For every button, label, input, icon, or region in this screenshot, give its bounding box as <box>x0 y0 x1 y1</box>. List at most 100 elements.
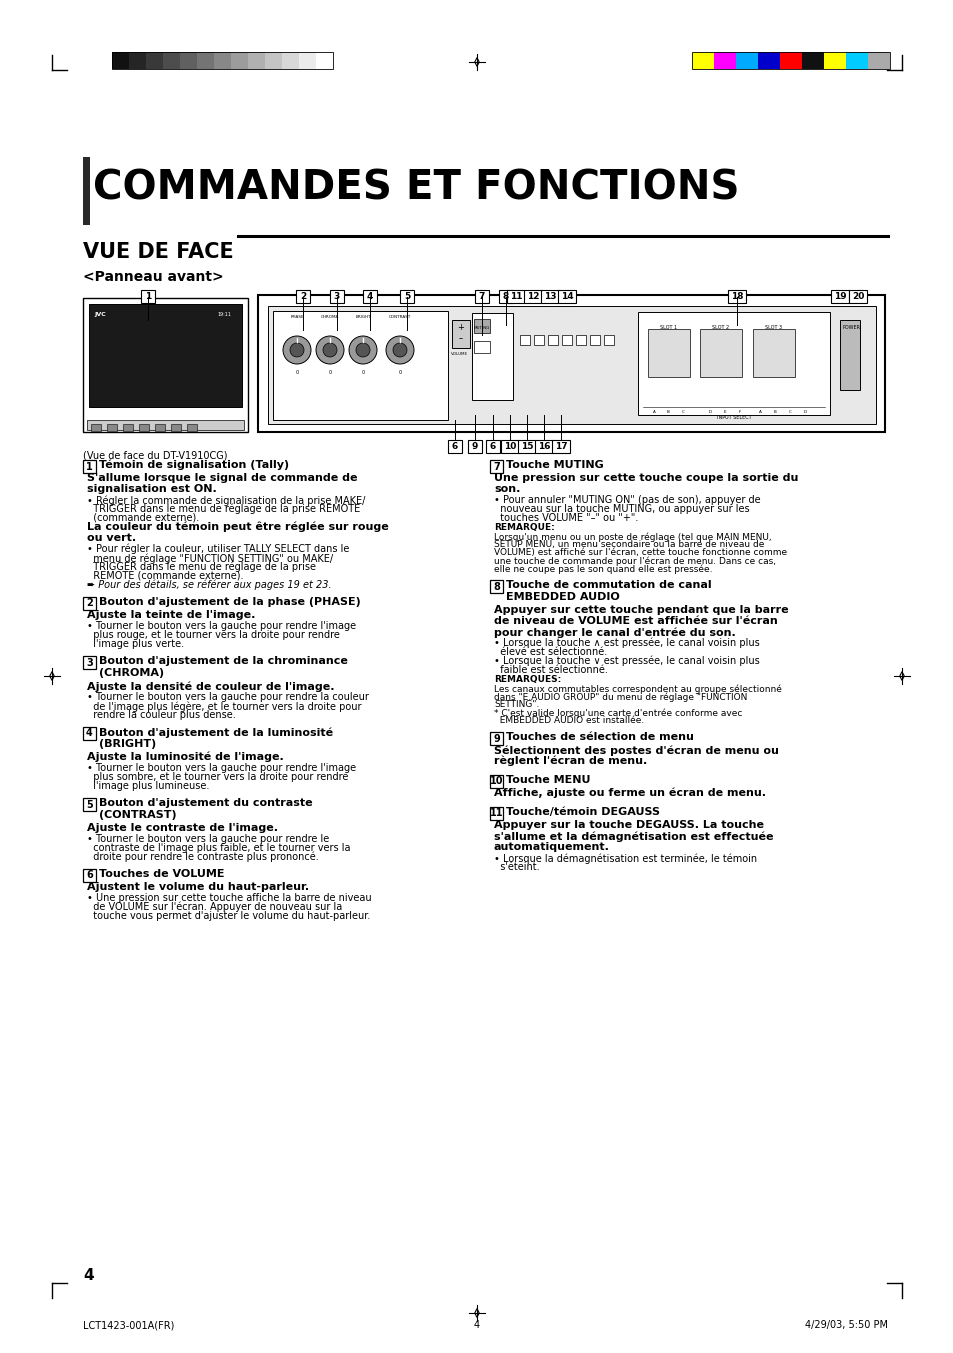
Text: Touches de VOLUME: Touches de VOLUME <box>99 869 224 879</box>
Bar <box>490 580 502 593</box>
Bar <box>830 290 848 303</box>
Text: Bouton d'ajustement de la chrominance: Bouton d'ajustement de la chrominance <box>99 656 348 666</box>
Text: TRIGGER dans le menu de réglage de la prise: TRIGGER dans le menu de réglage de la pr… <box>87 561 315 572</box>
Text: D: D <box>708 410 711 414</box>
Text: 10: 10 <box>489 777 503 786</box>
Text: Touche MENU: Touche MENU <box>505 775 590 785</box>
Text: elle ne coupe pas le son quand elle est pressée.: elle ne coupe pas le son quand elle est … <box>494 564 712 574</box>
Bar <box>83 869 96 882</box>
Text: COMMANDES ET FONCTIONS: COMMANDES ET FONCTIONS <box>92 168 739 208</box>
Text: 7: 7 <box>493 461 499 471</box>
Text: SLOT 2: SLOT 2 <box>712 325 729 330</box>
Bar <box>576 336 585 345</box>
Text: REMARQUES:: REMARQUES: <box>494 675 560 685</box>
Bar <box>141 290 154 303</box>
Text: POWER: POWER <box>842 325 861 330</box>
Bar <box>180 51 196 69</box>
Bar <box>534 336 543 345</box>
Text: dans "E.AUDIO GROUP" du menu de réglage "FUNCTION: dans "E.AUDIO GROUP" du menu de réglage … <box>494 691 746 701</box>
Text: SETUP MENU, un menu secondaire ou la barre de niveau de: SETUP MENU, un menu secondaire ou la bar… <box>494 540 763 549</box>
Bar <box>448 440 461 453</box>
Bar <box>268 306 875 423</box>
Text: plus sombre, et le tourner vers la droite pour rendre: plus sombre, et le tourner vers la droit… <box>87 773 348 782</box>
Text: de l'image plus légère, et le tourner vers la droite pour: de l'image plus légère, et le tourner ve… <box>87 701 361 712</box>
Circle shape <box>349 336 376 364</box>
Bar <box>231 51 248 69</box>
Text: VOLUME: VOLUME <box>451 352 468 356</box>
Text: pour changer le canal d'entrée du son.: pour changer le canal d'entrée du son. <box>494 626 735 637</box>
Bar <box>112 51 333 69</box>
Bar <box>867 51 889 69</box>
Text: • Pour régler la couleur, utiliser TALLY SELECT dans le: • Pour régler la couleur, utiliser TALLY… <box>87 544 349 555</box>
Text: • Tourner le bouton vers la gauche pour rendre l'image: • Tourner le bouton vers la gauche pour … <box>87 621 355 630</box>
Text: VOLUME) est affiché sur l'écran, cette touche fonctionne comme: VOLUME) est affiché sur l'écran, cette t… <box>494 548 786 557</box>
Circle shape <box>393 344 407 357</box>
Text: 12: 12 <box>526 292 538 300</box>
Text: Touche/témoin DEGAUSS: Touche/témoin DEGAUSS <box>505 806 659 817</box>
Text: signalisation est ON.: signalisation est ON. <box>87 484 216 494</box>
Text: 0: 0 <box>398 369 401 375</box>
Text: Bouton d'ajustement du contraste: Bouton d'ajustement du contraste <box>99 798 313 808</box>
Bar <box>758 51 780 69</box>
Text: de niveau de VOLUME est affichée sur l'écran: de niveau de VOLUME est affichée sur l'é… <box>494 616 777 626</box>
Bar <box>265 51 282 69</box>
Text: nouveau sur la touche MUTING, ou appuyer sur les: nouveau sur la touche MUTING, ou appuyer… <box>494 505 749 514</box>
Text: 6: 6 <box>452 442 457 451</box>
Bar <box>146 51 163 69</box>
Text: Témoin de signalisation (Tally): Témoin de signalisation (Tally) <box>99 460 289 471</box>
Bar <box>490 806 502 820</box>
Bar <box>848 290 866 303</box>
Text: Touches de sélection de menu: Touches de sélection de menu <box>505 732 693 741</box>
Bar <box>83 157 90 225</box>
Text: F: F <box>738 410 740 414</box>
Text: de VOLUME sur l'écran. Appuyer de nouveau sur la: de VOLUME sur l'écran. Appuyer de nouvea… <box>87 902 342 912</box>
Text: une touche de commande pour l'écran de menu. Dans ce cas,: une touche de commande pour l'écran de m… <box>494 556 775 566</box>
Text: SETTING".: SETTING". <box>494 700 538 709</box>
Text: faible est sélectionné.: faible est sélectionné. <box>494 666 607 675</box>
Bar <box>845 51 867 69</box>
Text: 4/29/03, 5:50 PM: 4/29/03, 5:50 PM <box>804 1321 887 1330</box>
Bar <box>561 336 572 345</box>
Text: 1: 1 <box>145 292 151 300</box>
Bar <box>187 423 196 432</box>
Text: 17: 17 <box>554 442 567 451</box>
Text: Touche MUTING: Touche MUTING <box>505 460 603 469</box>
Text: 9: 9 <box>493 733 499 744</box>
Bar <box>298 51 315 69</box>
Text: Une pression sur cette touche coupe la sortie du: Une pression sur cette touche coupe la s… <box>494 474 798 483</box>
Text: 11: 11 <box>509 292 521 300</box>
Bar <box>490 732 502 746</box>
Text: A: A <box>758 410 760 414</box>
Text: C: C <box>788 410 791 414</box>
Text: s'allume et la démagnétisation est effectuée: s'allume et la démagnétisation est effec… <box>494 831 773 842</box>
Text: 20: 20 <box>851 292 863 300</box>
Text: 19: 19 <box>833 292 845 300</box>
Text: (commande externe).: (commande externe). <box>87 513 199 524</box>
Text: automatiquement.: automatiquement. <box>494 842 609 852</box>
Bar <box>87 419 244 430</box>
Bar <box>801 51 823 69</box>
Text: S'allume lorsque le signal de commande de: S'allume lorsque le signal de commande d… <box>87 474 357 483</box>
Text: 4: 4 <box>86 728 92 739</box>
Text: menu de réglage "FUNCTION SETTING" ou MAKE/: menu de réglage "FUNCTION SETTING" ou MA… <box>87 553 333 563</box>
Text: • Pour annuler "MUTING ON" (pas de son), appuyer de: • Pour annuler "MUTING ON" (pas de son),… <box>494 495 760 505</box>
Bar <box>139 423 149 432</box>
Bar <box>535 440 553 453</box>
Bar <box>519 336 530 345</box>
Text: CONTRAST: CONTRAST <box>389 315 411 319</box>
Text: B: B <box>666 410 669 414</box>
Text: 0: 0 <box>328 369 332 375</box>
Bar <box>552 440 569 453</box>
Bar <box>282 51 298 69</box>
Text: l'image plus verte.: l'image plus verte. <box>87 639 184 649</box>
Circle shape <box>283 336 311 364</box>
Bar <box>83 298 248 432</box>
Bar <box>500 440 518 453</box>
Text: LCT1423-001A(FR): LCT1423-001A(FR) <box>83 1321 174 1330</box>
Bar <box>129 51 146 69</box>
Text: Bouton d'ajustement de la phase (PHASE): Bouton d'ajustement de la phase (PHASE) <box>99 597 360 607</box>
Bar <box>589 336 599 345</box>
Text: 0: 0 <box>295 369 298 375</box>
Bar <box>840 321 859 390</box>
Bar <box>273 311 448 419</box>
